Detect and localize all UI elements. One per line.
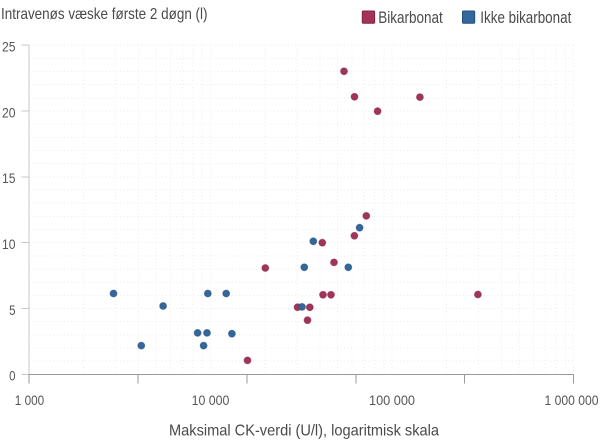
svg-text:100 000: 100 000: [369, 392, 415, 408]
svg-text:10 000: 10 000: [192, 392, 230, 408]
svg-text:5: 5: [9, 302, 16, 318]
svg-text:1 000: 1 000: [15, 392, 45, 408]
svg-text:20: 20: [2, 104, 16, 120]
svg-text:25: 25: [2, 38, 16, 54]
svg-text:Intravenøs væske første 2 døgn: Intravenøs væske første 2 døgn (l): [1, 6, 208, 23]
svg-text:15: 15: [2, 170, 16, 186]
svg-text:10: 10: [2, 236, 16, 252]
svg-text:Ikke bikarbonat: Ikke bikarbonat: [480, 8, 571, 27]
svg-text:0: 0: [9, 368, 16, 384]
svg-text:Maksimal CK-verdi (U/l), logar: Maksimal CK-verdi (U/l), logaritmisk ska…: [169, 423, 439, 440]
svg-text:1 000 000: 1 000 000: [545, 392, 599, 408]
svg-text:Bikarbonat: Bikarbonat: [378, 8, 443, 27]
